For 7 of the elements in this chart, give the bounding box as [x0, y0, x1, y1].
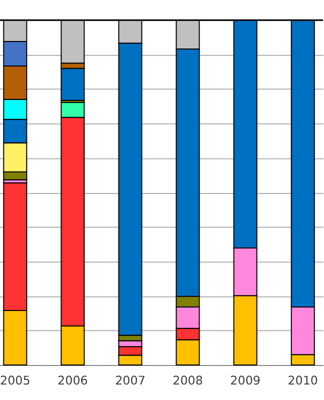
x-tick-label: 2005 — [0, 373, 30, 388]
x-tick-label: 2006 — [58, 373, 88, 388]
x-tick-label: 2008 — [172, 373, 203, 388]
x-tick-label: 2009 — [230, 373, 260, 388]
x-tick-label: 2010 — [288, 373, 318, 388]
bar — [60, 68, 85, 101]
x-tick-label: 2007 — [115, 373, 146, 388]
